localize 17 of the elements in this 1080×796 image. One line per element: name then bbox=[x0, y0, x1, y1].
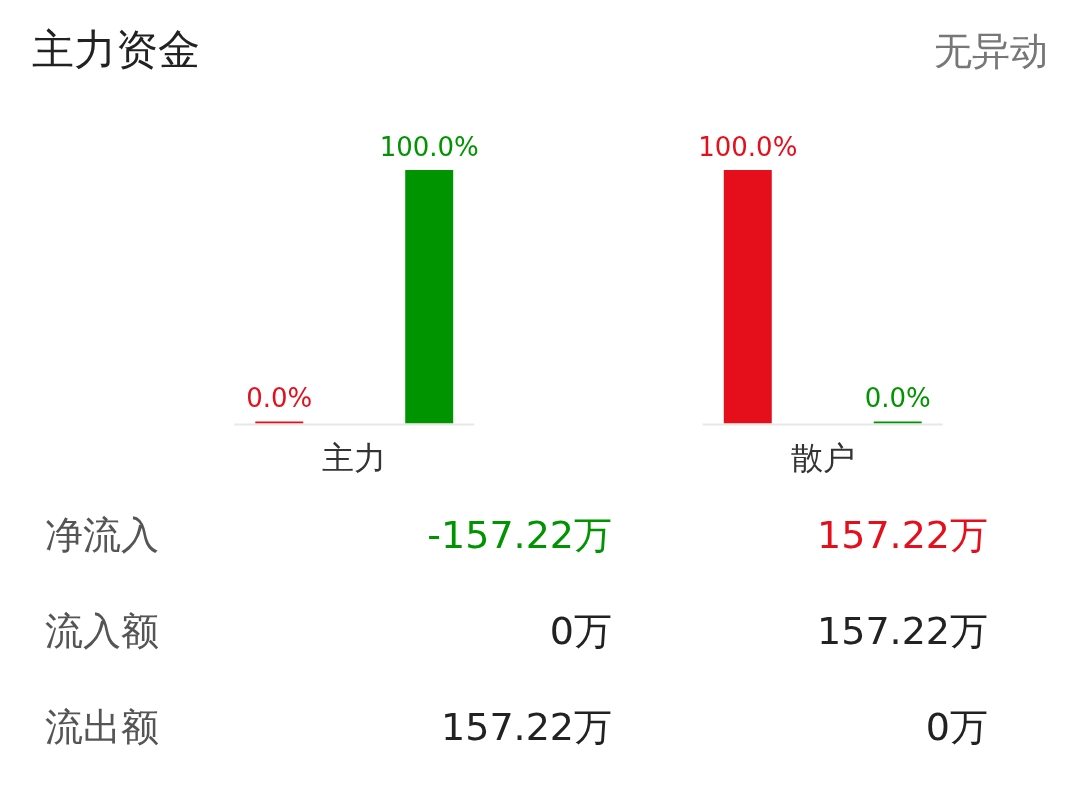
text: 157.22万 bbox=[441, 704, 612, 751]
text: 无异动 bbox=[934, 28, 1048, 75]
data-label: 0.0% bbox=[864, 383, 931, 414]
chart-title: 主力资金 bbox=[32, 24, 200, 76]
x-tick-label: 主力 bbox=[322, 439, 387, 478]
x-tick-label: 散户 bbox=[790, 439, 855, 478]
text: 流出额 bbox=[45, 704, 159, 751]
data-label: 100.0% bbox=[379, 131, 479, 162]
data-label: 100.0% bbox=[698, 131, 798, 162]
data-label: 0.0% bbox=[246, 383, 313, 414]
text: 流入额 bbox=[45, 608, 159, 655]
text: 0万 bbox=[925, 704, 988, 751]
text: 0万 bbox=[549, 608, 612, 655]
text: 157.22万 bbox=[817, 512, 988, 559]
text: -157.22万 bbox=[427, 512, 612, 559]
text: 157.22万 bbox=[817, 608, 988, 655]
text: 净流入 bbox=[45, 512, 159, 559]
